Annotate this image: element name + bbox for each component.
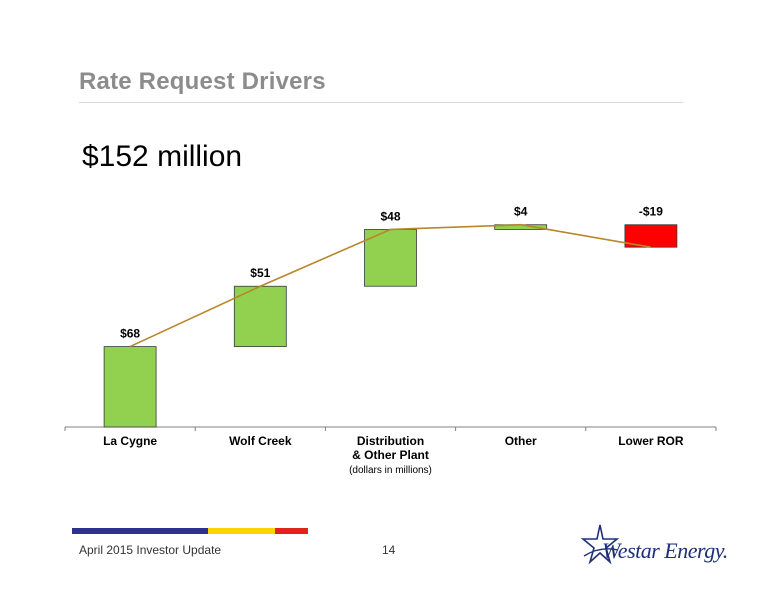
data-label-1: $51 — [250, 266, 270, 280]
bar-2 — [364, 229, 417, 287]
footer-event-label: April 2015 Investor Update — [79, 543, 222, 557]
data-label-0: $68 — [120, 327, 140, 341]
category-label-3: Other — [505, 434, 537, 448]
data-label-3: $4 — [514, 205, 528, 219]
chart-units-note: (dollars in millions) — [349, 465, 432, 476]
logo-wordmark: Westar Energy. — [602, 538, 728, 563]
title-divider — [79, 102, 683, 103]
bar-0 — [103, 346, 157, 428]
company-logo: Westar Energy. — [580, 522, 728, 572]
category-label-0: La Cygne — [103, 434, 157, 448]
star-swoosh-icon — [580, 524, 620, 565]
slide-title: Rate Request Drivers — [79, 68, 326, 95]
headline-total: $152 million — [82, 140, 243, 173]
data-label-2: $48 — [380, 209, 400, 223]
page-number: 14 — [382, 543, 396, 557]
category-label-1: Wolf Creek — [229, 434, 292, 448]
category-label-2: Distribution & Other Plant — [352, 434, 429, 462]
cumulative-line — [129, 223, 652, 348]
footer-stripe-blue — [72, 528, 208, 534]
category-label-4: Lower ROR — [618, 434, 684, 448]
footer-stripe-yellow — [208, 528, 275, 534]
data-label-4: -$19 — [639, 205, 663, 219]
bar-1 — [233, 285, 287, 347]
footer-stripe-red — [275, 528, 308, 534]
